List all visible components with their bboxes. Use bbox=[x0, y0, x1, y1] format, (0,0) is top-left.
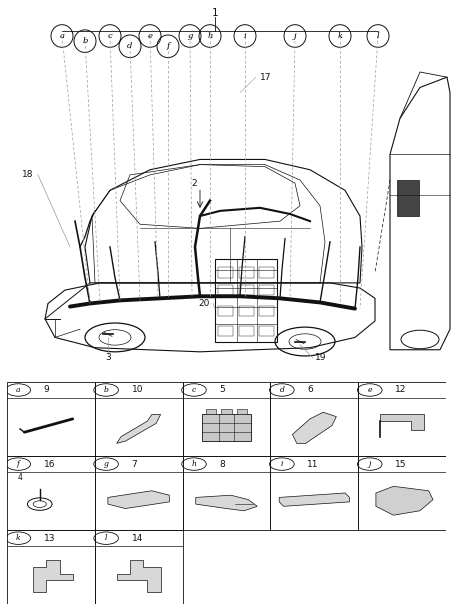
Text: g: g bbox=[104, 460, 109, 468]
Polygon shape bbox=[293, 412, 336, 443]
Bar bbox=[259, 326, 274, 336]
Text: 4: 4 bbox=[17, 473, 22, 482]
Text: 12: 12 bbox=[395, 385, 407, 395]
Text: e: e bbox=[367, 386, 372, 394]
Text: 15: 15 bbox=[395, 460, 407, 468]
Bar bbox=[218, 267, 233, 278]
Text: i: i bbox=[244, 32, 246, 40]
Bar bbox=[95, 456, 183, 530]
Polygon shape bbox=[381, 415, 424, 430]
Text: c: c bbox=[192, 386, 196, 394]
Text: j: j bbox=[294, 32, 296, 40]
Text: 7: 7 bbox=[131, 460, 137, 468]
Text: f: f bbox=[17, 460, 19, 468]
Bar bbox=[358, 456, 446, 530]
Bar bbox=[218, 285, 233, 295]
Text: b: b bbox=[104, 386, 109, 394]
Bar bbox=[218, 306, 233, 316]
Bar bbox=[239, 326, 254, 336]
Text: f: f bbox=[166, 42, 169, 51]
Text: 6: 6 bbox=[307, 385, 313, 395]
Polygon shape bbox=[117, 560, 160, 591]
Text: l: l bbox=[105, 534, 107, 542]
Bar bbox=[95, 530, 183, 604]
Text: d: d bbox=[127, 42, 133, 51]
Text: j: j bbox=[369, 460, 371, 468]
Text: 1: 1 bbox=[212, 9, 218, 18]
Bar bbox=[215, 259, 277, 342]
Bar bbox=[7, 456, 95, 530]
Text: 11: 11 bbox=[307, 460, 319, 468]
Text: 13: 13 bbox=[43, 533, 55, 543]
Text: 2: 2 bbox=[191, 178, 197, 188]
Bar bbox=[239, 285, 254, 295]
Text: k: k bbox=[16, 534, 20, 542]
Text: 18: 18 bbox=[22, 171, 34, 180]
Text: k: k bbox=[337, 32, 342, 40]
Text: b: b bbox=[82, 37, 88, 45]
Text: 17: 17 bbox=[260, 72, 271, 82]
Bar bbox=[259, 306, 274, 316]
Bar bbox=[259, 267, 274, 278]
Text: i: i bbox=[280, 460, 283, 468]
Bar bbox=[183, 382, 270, 456]
Bar bbox=[7, 382, 95, 456]
Text: 20: 20 bbox=[198, 299, 210, 308]
Bar bbox=[270, 382, 358, 456]
Polygon shape bbox=[33, 560, 72, 591]
Text: c: c bbox=[108, 32, 112, 40]
Text: a: a bbox=[59, 32, 64, 40]
Polygon shape bbox=[279, 493, 350, 506]
Text: 14: 14 bbox=[131, 533, 143, 543]
Bar bbox=[95, 382, 183, 456]
Text: l: l bbox=[377, 32, 379, 40]
Text: 8: 8 bbox=[219, 460, 225, 468]
Bar bbox=[358, 382, 446, 456]
Bar bbox=[397, 180, 419, 216]
Polygon shape bbox=[108, 491, 169, 509]
Bar bbox=[7, 530, 95, 604]
Bar bbox=[183, 456, 270, 530]
Bar bbox=[239, 267, 254, 278]
Text: a: a bbox=[16, 386, 20, 394]
Polygon shape bbox=[196, 495, 257, 511]
Text: d: d bbox=[280, 386, 284, 394]
Polygon shape bbox=[376, 487, 433, 515]
Bar bbox=[259, 285, 274, 295]
Text: e: e bbox=[148, 32, 153, 40]
Bar bbox=[218, 326, 233, 336]
Text: h: h bbox=[207, 32, 213, 40]
Text: g: g bbox=[187, 32, 193, 40]
Bar bbox=[202, 415, 251, 441]
Bar bbox=[206, 409, 217, 415]
Text: 3: 3 bbox=[105, 353, 111, 362]
Text: 19: 19 bbox=[315, 353, 327, 362]
Bar bbox=[236, 409, 247, 415]
Polygon shape bbox=[117, 415, 160, 443]
Text: h: h bbox=[192, 460, 197, 468]
Bar bbox=[270, 456, 358, 530]
Text: 16: 16 bbox=[43, 460, 55, 468]
Bar bbox=[221, 409, 232, 415]
Text: 9: 9 bbox=[43, 385, 49, 395]
Bar bbox=[239, 306, 254, 316]
Text: 5: 5 bbox=[219, 385, 225, 395]
Text: 10: 10 bbox=[131, 385, 143, 395]
